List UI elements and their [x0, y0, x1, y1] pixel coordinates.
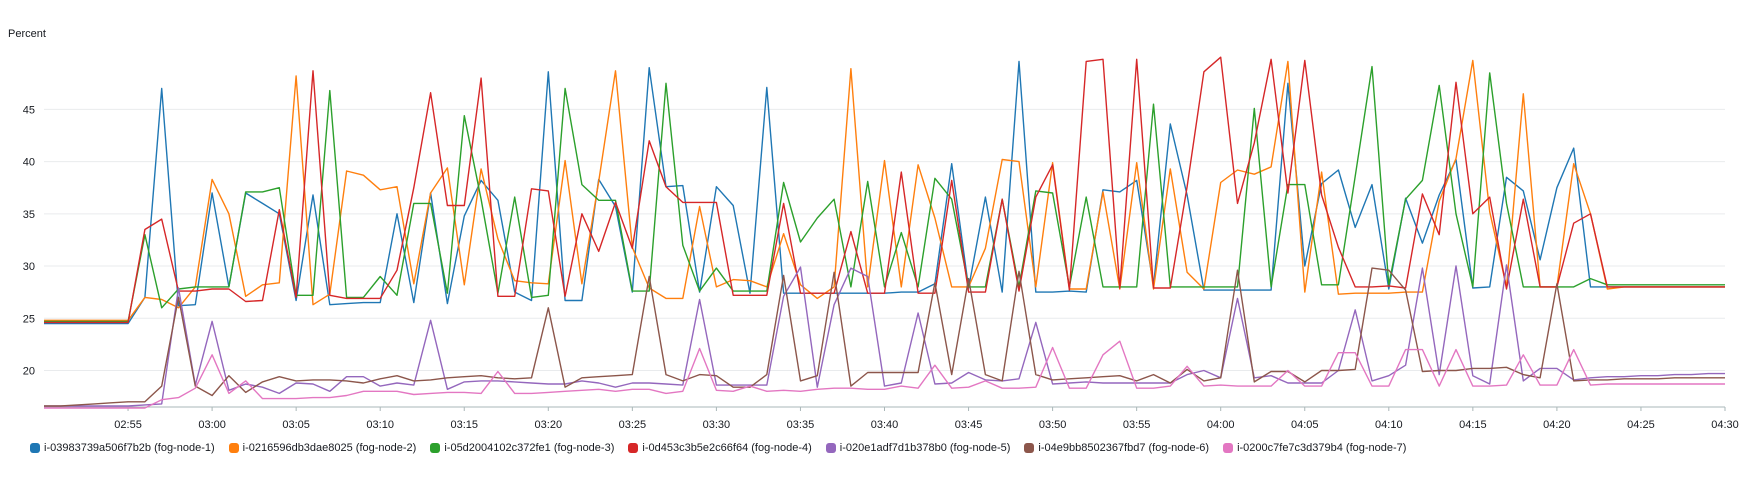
- legend-item-2[interactable]: i-0216596db3dae8025 (fog-node-2): [228, 442, 417, 454]
- x-tick-label: 04:30: [1711, 419, 1739, 431]
- legend-swatch: [30, 443, 40, 453]
- legend-swatch: [430, 443, 441, 453]
- legend-item-7[interactable]: i-0200c7fe7c3d379b4 (fog-node-7): [1223, 442, 1406, 454]
- x-tick-label: 03:10: [366, 419, 394, 431]
- y-axis-ticks: 20 25 30 35 40 45: [23, 104, 35, 377]
- x-tick-label: 03:25: [619, 419, 647, 431]
- series-line-6: [44, 267, 1725, 407]
- x-axis-ticks: 02:55 03:00 03:05 03:10 03:15 03:20 03:25 03:30…: [114, 407, 1739, 431]
- y-tick-label: 20: [23, 365, 35, 377]
- x-tick-label: 03:45: [955, 419, 983, 431]
- y-tick-label: 35: [23, 209, 35, 221]
- legend-item-4[interactable]: i-0d453c3b5e2c66f64 (fog-node-4): [628, 442, 812, 454]
- x-tick-label: 03:50: [1039, 419, 1067, 431]
- x-tick-label: 03:00: [198, 419, 226, 431]
- y-tick-label: 40: [23, 157, 35, 169]
- x-tick-label: 04:15: [1459, 419, 1487, 431]
- x-tick-label: 02:55: [114, 419, 142, 431]
- legend-swatch: [1223, 443, 1234, 453]
- series-line-7: [44, 340, 1725, 409]
- y-tick-label: 30: [23, 261, 35, 273]
- series-line-3: [44, 65, 1725, 323]
- series-line-4: [44, 56, 1725, 324]
- chart-legend: i-03983739a506f7b2b (fog-node-1) i-021659…: [30, 442, 1406, 454]
- legend-item-1[interactable]: i-03983739a506f7b2b (fog-node-1): [30, 442, 215, 454]
- legend-swatch: [1024, 443, 1035, 453]
- legend-swatch: [825, 443, 836, 453]
- x-tick-label: 03:35: [787, 419, 815, 431]
- chart-grid: [44, 108, 1725, 371]
- legend-swatch: [228, 443, 239, 453]
- legend-label: i-03983739a506f7b2b (fog-node-1): [44, 442, 215, 454]
- y-tick-label: 45: [23, 104, 35, 116]
- x-tick-label: 03:05: [282, 419, 310, 431]
- legend-swatch: [628, 443, 639, 453]
- x-tick-label: 03:20: [535, 419, 563, 431]
- x-tick-label: 04:00: [1207, 419, 1235, 431]
- x-tick-label: 03:30: [703, 419, 731, 431]
- x-tick-label: 04:20: [1543, 419, 1571, 431]
- series-line-5: [44, 264, 1725, 407]
- x-tick-label: 04:05: [1291, 419, 1319, 431]
- y-tick-label: 25: [23, 313, 35, 325]
- y-axis-unit-label: Percent: [8, 28, 46, 40]
- x-tick-label: 03:15: [450, 419, 478, 431]
- legend-item-6[interactable]: i-04e9bb8502367fbd7 (fog-node-6): [1024, 442, 1209, 454]
- legend-label: i-0d453c3b5e2c66f64 (fog-node-4): [642, 442, 812, 454]
- legend-label: i-0200c7fe7c3d379b4 (fog-node-7): [1237, 442, 1407, 454]
- x-tick-label: 03:40: [871, 419, 899, 431]
- legend-label: i-05d2004102c372fe1 (fog-node-3): [444, 442, 615, 454]
- legend-label: i-0216596db3dae8025 (fog-node-2): [242, 442, 417, 454]
- chart-series: [44, 56, 1725, 409]
- x-tick-label: 03:55: [1123, 419, 1151, 431]
- x-tick-label: 04:25: [1627, 419, 1655, 431]
- x-tick-label: 04:10: [1375, 419, 1403, 431]
- legend-label: i-020e1adf7d1b378b0 (fog-node-5): [839, 442, 1011, 454]
- legend-item-3[interactable]: i-05d2004102c372fe1 (fog-node-3): [430, 442, 614, 454]
- legend-item-5[interactable]: i-020e1adf7d1b378b0 (fog-node-5): [825, 442, 1011, 454]
- legend-label: i-04e9bb8502367fbd7 (fog-node-6): [1038, 442, 1210, 454]
